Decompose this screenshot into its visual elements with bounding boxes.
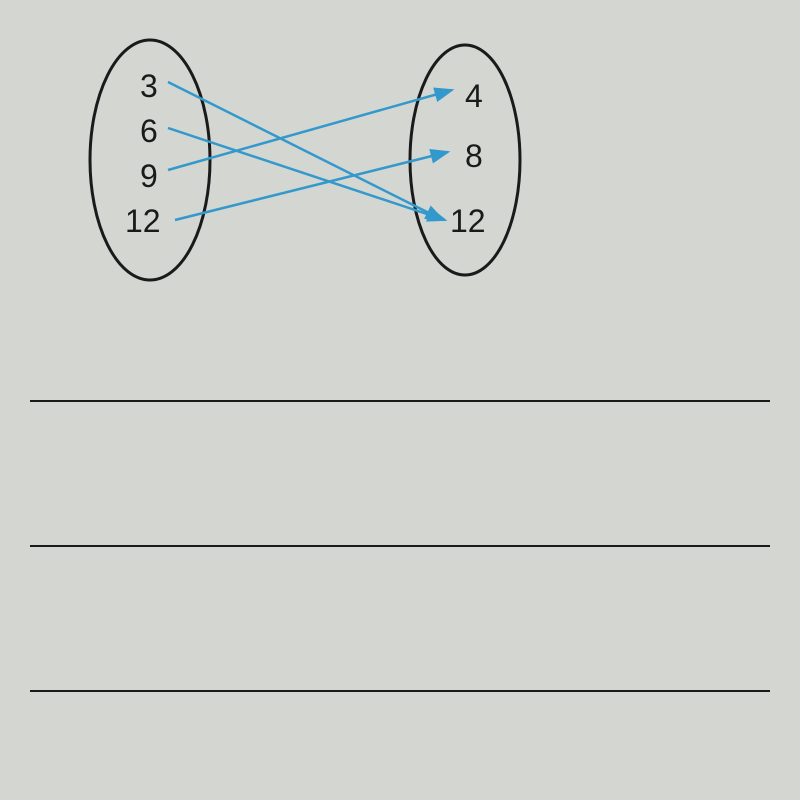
range-value-0: 4 [465,78,483,115]
range-value-2: 12 [450,203,486,240]
ruled-line-0 [30,400,770,402]
domain-value-3: 12 [125,203,161,240]
ruled-line-1 [30,545,770,547]
domain-value-2: 9 [140,158,158,195]
range-value-1: 8 [465,138,483,175]
domain-value-1: 6 [140,113,158,150]
ruled-line-2 [30,690,770,692]
domain-value-0: 3 [140,68,158,105]
mapping-diagram: 3 6 9 12 4 8 12 [50,20,550,300]
arrow-12-to-8 [175,152,448,220]
